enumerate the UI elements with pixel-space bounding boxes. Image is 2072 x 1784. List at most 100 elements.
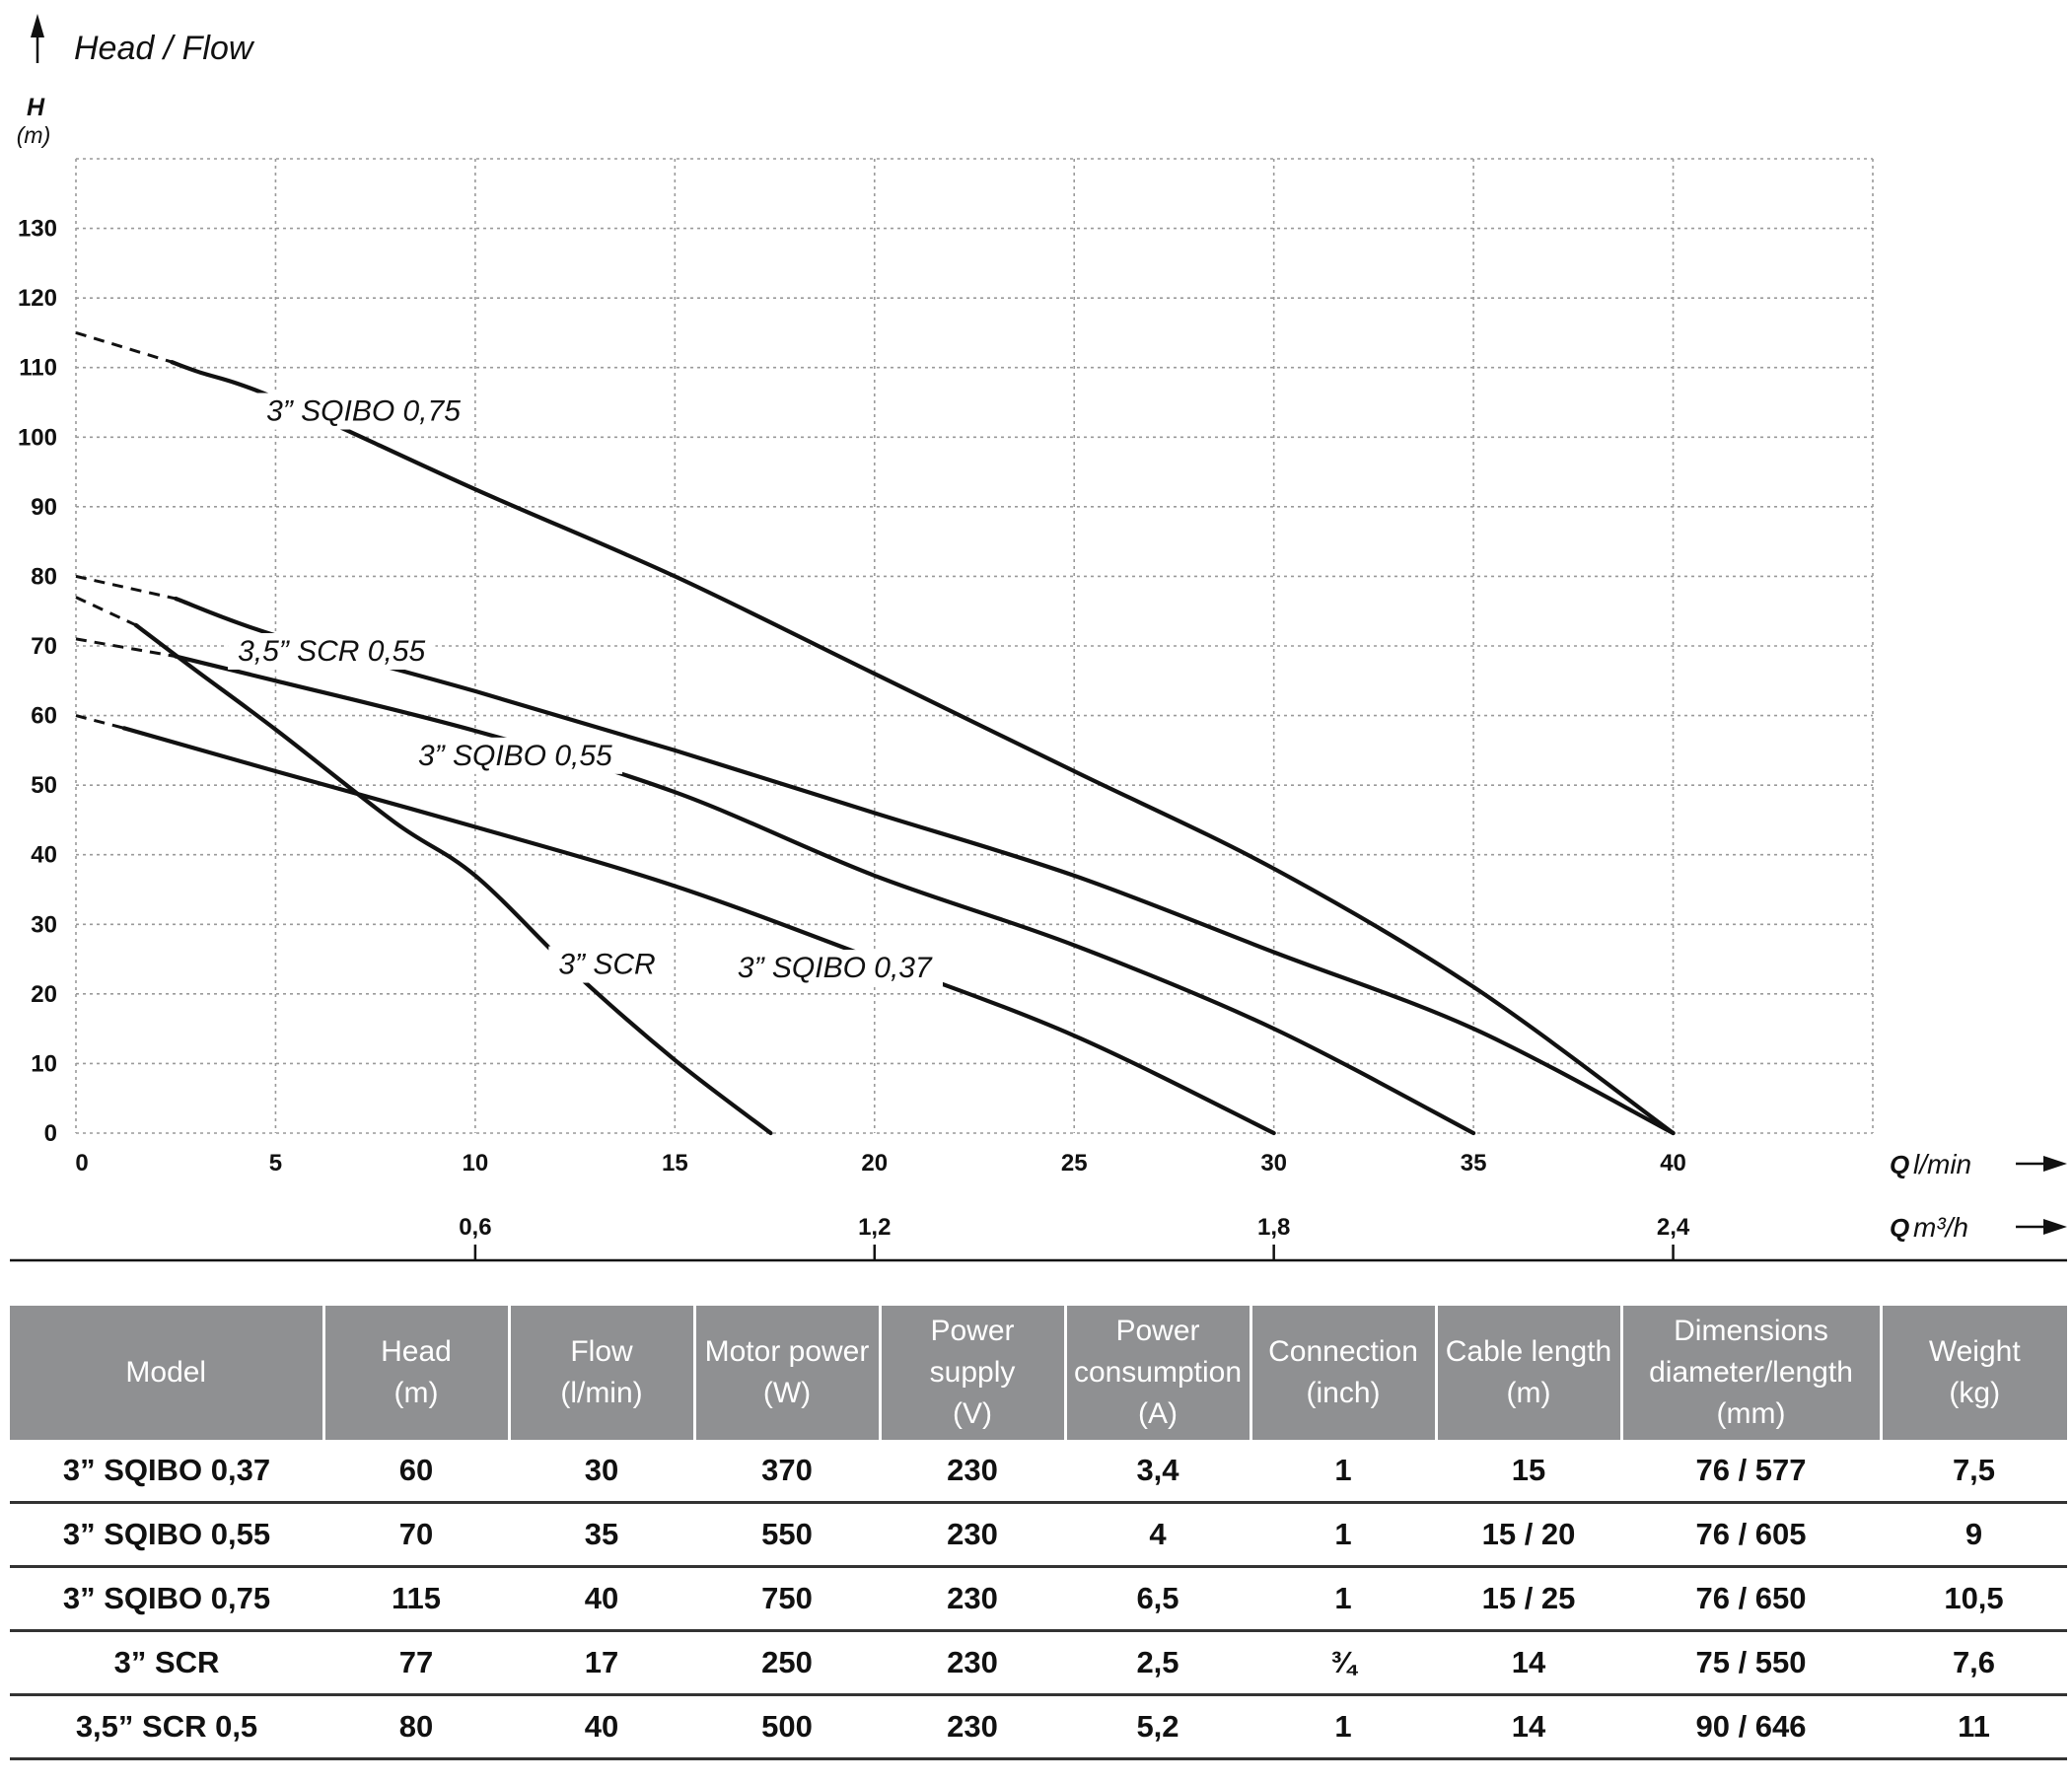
table-cell: 60 [323,1440,509,1504]
y-tick-label: 90 [31,494,57,521]
curve-dashed-segment [75,330,173,364]
curve-dashed-segment [75,574,177,601]
chart-grid [75,158,1874,1134]
y-tick-label: 50 [31,772,57,799]
model-cell: 3” SQIBO 0,75 [10,1566,323,1632]
x-tick-label: 30 [1260,1150,1287,1177]
curve-label-background [228,632,436,670]
y-tick-label: 30 [31,911,57,938]
curve-solid-segment [174,654,1476,1136]
header-line: Model [125,1356,207,1389]
header-line: diameter/length [1649,1356,1853,1389]
table-cell: 70 [323,1502,509,1568]
table-cell: ¾ [1250,1630,1436,1696]
header-line: Connection [1268,1335,1418,1368]
chart-title: Head / Flow [74,30,255,67]
table-cell: 230 [880,1566,1065,1632]
x-tick-label: 5 [269,1150,282,1177]
table-cell: 10,5 [1881,1566,2067,1632]
curve-label: 3,5” SCR 0,55 [238,635,425,668]
table-cell: 550 [694,1502,880,1568]
y-tick-label: 120 [18,285,57,312]
x-tick-label: 35 [1461,1150,1487,1177]
x-axis-label: Q [1890,1150,1909,1179]
table-row: 3” SQIBO 0,55 70 35 550 230 4 1 15 / 20 76 / 605… [10,1502,2067,1568]
table-body: 3” SQIBO 0,37 60 30 370 230 3,4 1 15 76 / 577 7,5… [10,1440,2067,1760]
pump-spec-table: Model Head (m) Flow (l/min) Motor power (W) Pow… [10,1306,2067,1760]
x2-axis-label: Q [1890,1213,1909,1243]
curve-dashed-segment [75,714,124,730]
chart-curve-labels: 3” SQIBO 0,75 3,5” SCR 0,55 3” SQIBO 0,55 3… [228,392,943,987]
y-tick-label: 110 [19,355,57,382]
table-cell: 1 [1250,1502,1436,1568]
curve-label-background [548,946,666,983]
table-header-cell: Connection (inch) [1249,1306,1436,1440]
model-cell: 3,5” SCR 0,5 [10,1694,323,1760]
y-tick-label: 130 [18,216,57,243]
table-header-cell: Dimensions diameter/length (mm) [1619,1306,1881,1440]
y-tick-label: 10 [31,1050,57,1077]
chart-tick-labels: 0 10 20 30 40 50 60 70 80 90 100 110 120 130 0 5 10 15 20 2… [18,216,1690,1241]
x2-tick-label: 2,4 [1657,1214,1690,1241]
table-cell: 40 [509,1694,694,1760]
x-axis-unit: l/min [1913,1149,1971,1179]
table-cell: 250 [694,1630,880,1696]
table-cell: 750 [694,1566,880,1632]
table-header-cell: Flow (l/min) [507,1306,694,1440]
model-cell: 3” SQIBO 0,37 [10,1440,323,1504]
curve-label: 3” SQIBO 0,75 [266,395,461,428]
table-cell: 6,5 [1065,1566,1250,1632]
table-cell: 500 [694,1694,880,1760]
table-cell: 4 [1065,1502,1250,1568]
curve-label-background [407,737,623,774]
table-cell: 115 [323,1566,509,1632]
header-line: (m) [1506,1377,1551,1409]
table-cell: 30 [509,1440,694,1504]
table-row: 3,5” SCR 0,5 80 40 500 230 5,2 1 14 90 / 646 11 [10,1694,2067,1760]
curve-dashed-segment [75,596,137,627]
x-axis-arrow-head [2043,1156,2067,1172]
table-cell: 1 [1250,1440,1436,1504]
table-row: 3” SQIBO 0,37 60 30 370 230 3,4 1 15 76 / 577 7,5 [10,1440,2067,1504]
header-line: (A) [1138,1397,1178,1430]
curve-solid-segment [121,726,1276,1136]
table-cell: 230 [880,1630,1065,1696]
table-cell: 76 / 577 [1621,1440,1881,1504]
table-cell: 370 [694,1440,880,1504]
header-line: consumption [1073,1356,1243,1389]
y-tick-label: 70 [31,633,57,660]
header-line: (W) [762,1377,812,1409]
curve-label-background [256,392,471,430]
table-cell: 76 / 650 [1621,1566,1881,1632]
y-axis-arrow-head [31,14,44,37]
curve-label: 3” SQIBO 0,37 [738,952,933,984]
table-cell: 77 [323,1630,509,1696]
table-cell: 35 [509,1502,694,1568]
header-line: Flow [570,1335,633,1368]
curve-solid-segment [133,622,773,1136]
table-header-cell: Motor power (W) [692,1306,880,1440]
header-line: Motor power [704,1335,870,1368]
x-tick-label: 10 [463,1150,489,1177]
table-cell: 75 / 550 [1621,1630,1881,1696]
header-line: Cable length [1445,1335,1612,1368]
y-axis-label: H [27,94,45,121]
table-header-cell: Cable length (m) [1434,1306,1621,1440]
x2-axis-arrow-head [2043,1219,2067,1235]
y-tick-label: 20 [31,981,57,1008]
header-line: Head [381,1335,452,1368]
x-tick-label: 25 [1061,1150,1088,1177]
table-header-cell: Weight (kg) [1879,1306,2067,1440]
table-cell: 5,2 [1065,1694,1250,1760]
table-header-row: Model Head (m) Flow (l/min) Motor power (W) Pow… [10,1306,2067,1440]
table-cell: 2,5 [1065,1630,1250,1696]
table-cell: 80 [323,1694,509,1760]
model-cell: 3” SCR [10,1630,323,1696]
table-header-cell: Head (m) [322,1306,509,1440]
x2-tick-label: 1,8 [1257,1214,1290,1241]
table-cell: 11 [1881,1694,2067,1760]
header-line: Dimensions [1674,1315,1828,1347]
curve-label-background [727,950,943,987]
